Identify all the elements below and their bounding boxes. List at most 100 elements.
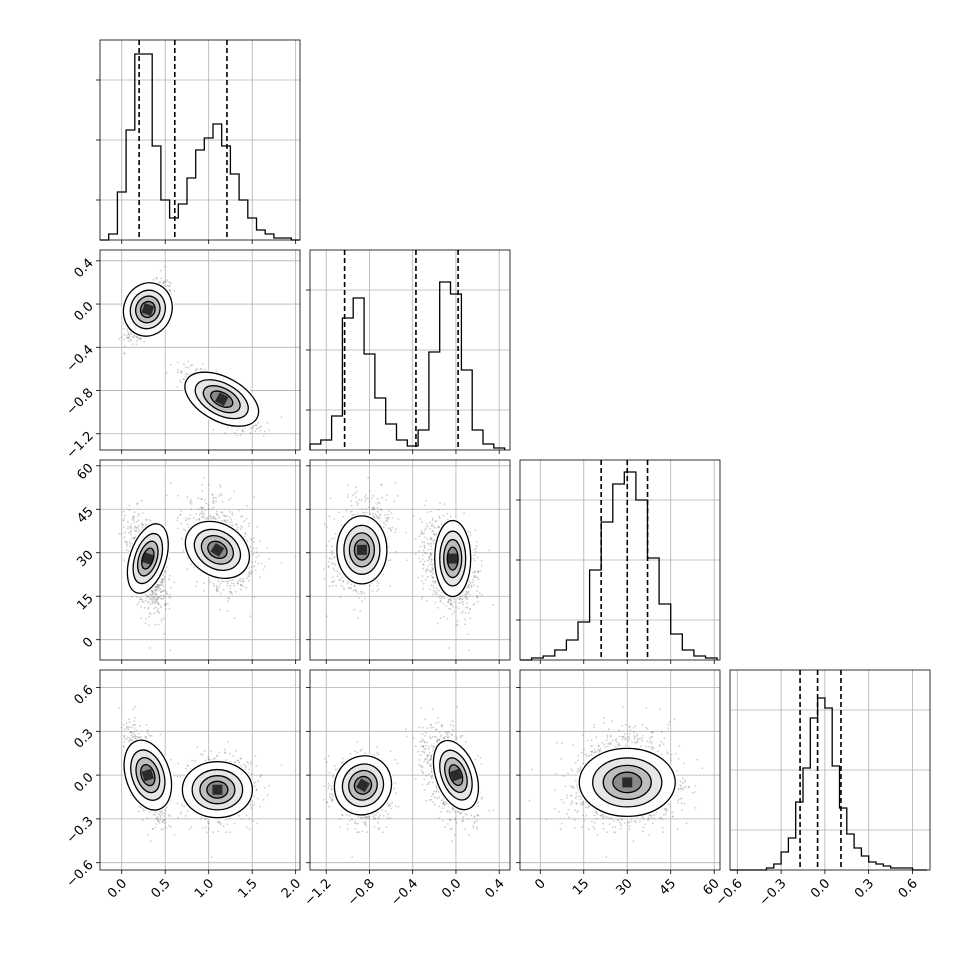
scatter-point <box>430 574 433 577</box>
scatter-point <box>207 508 210 511</box>
scatter-point <box>130 526 133 529</box>
scatter-point <box>359 590 362 593</box>
scatter-point <box>151 591 154 593</box>
scatter-point <box>364 494 367 496</box>
scatter-point <box>390 530 392 532</box>
scatter-point <box>233 584 236 587</box>
scatter-point <box>367 476 369 479</box>
scatter-point <box>233 490 236 493</box>
scatter-point <box>432 584 435 587</box>
scatter-point <box>268 558 271 560</box>
scatter-point <box>242 430 244 433</box>
scatter-point <box>450 603 452 606</box>
scatter-point <box>241 585 244 588</box>
scatter-point <box>355 589 357 592</box>
scatter-point <box>135 529 138 532</box>
scatter-point <box>147 607 150 610</box>
scatter-point <box>448 647 450 649</box>
scatter-point <box>122 510 125 513</box>
scatter-point <box>459 596 462 598</box>
scatter-point <box>137 512 140 515</box>
scatter-point <box>135 335 137 338</box>
scatter-point <box>331 581 334 583</box>
scatter-point <box>154 589 157 591</box>
scatter-point <box>162 282 165 284</box>
scatter-point <box>127 528 129 530</box>
scatter-point <box>453 601 456 603</box>
scatter-point <box>460 601 462 604</box>
scatter-point <box>266 422 269 424</box>
scatter-point <box>159 591 162 594</box>
scatter-point <box>351 494 354 497</box>
scatter-point <box>355 501 358 503</box>
scatter-point <box>159 269 162 272</box>
scatter-point <box>130 523 133 526</box>
scatter-point <box>230 518 233 521</box>
scatter-point <box>176 519 179 522</box>
scatter-point <box>153 599 156 602</box>
scatter-point <box>441 596 444 598</box>
scatter-point <box>331 545 333 548</box>
scatter-point <box>162 580 165 582</box>
scatter-point <box>430 542 433 545</box>
scatter-panel-2-1 <box>322 476 495 652</box>
scatter-point <box>169 290 172 293</box>
scatter-point <box>177 368 179 371</box>
panel-frame-2-0 <box>99 459 301 661</box>
scatter-point <box>253 537 255 539</box>
scatter-point <box>328 585 331 588</box>
scatter-point <box>180 522 183 525</box>
scatter-point <box>159 581 162 583</box>
scatter-point <box>200 506 203 509</box>
scatter-point <box>347 587 350 590</box>
scatter-point <box>131 343 134 346</box>
scatter-point <box>182 378 185 380</box>
scatter-point <box>162 280 165 283</box>
scatter-point <box>156 598 159 601</box>
scatter-point <box>177 494 179 497</box>
scatter-point <box>430 558 433 560</box>
scatter-point <box>372 508 374 510</box>
scatter-point <box>452 606 454 608</box>
scatter-point <box>212 428 215 431</box>
scatter-point <box>458 598 460 601</box>
tick-marks-2-0 <box>96 465 297 664</box>
scatter-point <box>136 603 139 606</box>
scatter-point <box>148 612 151 614</box>
scatter-point <box>212 582 215 585</box>
scatter-point <box>231 511 234 514</box>
scatter-point <box>433 539 435 541</box>
scatter-point <box>192 517 195 519</box>
density-peak <box>210 542 225 557</box>
scatter-point <box>343 588 345 591</box>
scatter-point <box>154 597 156 600</box>
scatter-point <box>150 595 153 598</box>
scatter-point <box>120 336 123 339</box>
scatter-point <box>346 582 349 585</box>
scatter-point <box>476 590 478 592</box>
scatter-point <box>170 586 173 589</box>
scatter-point <box>220 494 223 497</box>
scatter-point <box>168 596 171 598</box>
scatter-point <box>242 578 244 580</box>
scatter-point <box>255 427 258 430</box>
scatter-point <box>143 340 146 343</box>
scatter-point <box>185 366 188 369</box>
scatter-point <box>339 572 342 575</box>
scatter-point <box>179 370 182 373</box>
scatter-point <box>262 435 265 438</box>
scatter-point <box>156 596 159 598</box>
scatter-point <box>457 607 460 610</box>
scatter-point <box>123 514 126 517</box>
scatter-point <box>212 506 215 508</box>
scatter-point <box>466 598 469 601</box>
scatter-point <box>128 540 131 543</box>
scatter-point <box>212 502 215 504</box>
scatter-point <box>357 597 360 599</box>
scatter-point <box>156 584 159 587</box>
scatter-point <box>246 504 249 507</box>
scatter-point <box>211 508 214 511</box>
scatter-point <box>185 519 188 522</box>
scatter-point <box>222 580 225 583</box>
scatter-point <box>467 649 470 652</box>
